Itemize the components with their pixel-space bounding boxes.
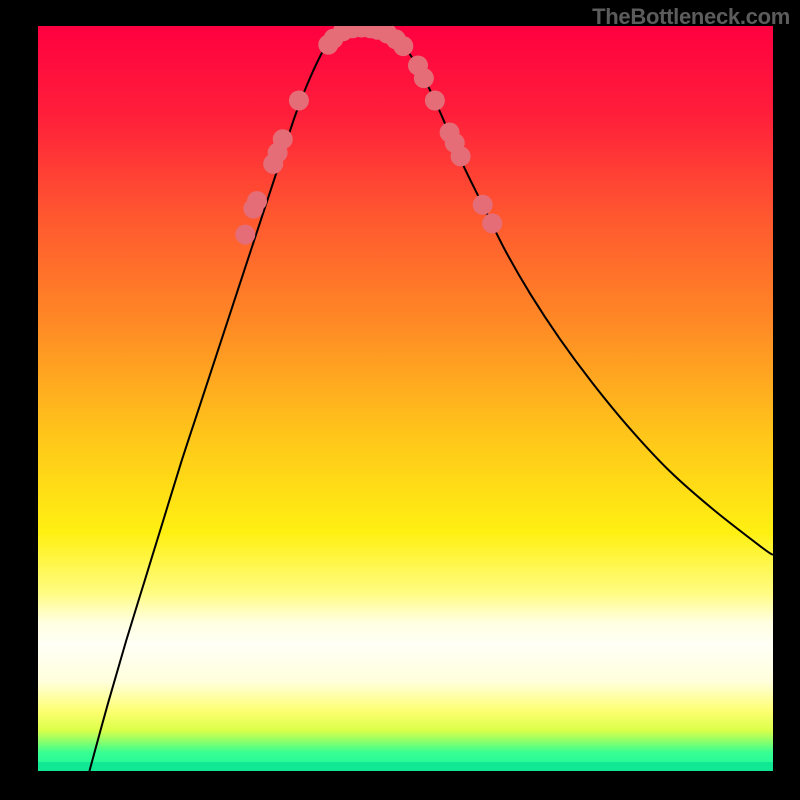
curve-sample-markers (38, 26, 773, 771)
watermark-text: TheBottleneck.com (592, 4, 790, 30)
plot-area (38, 26, 773, 771)
